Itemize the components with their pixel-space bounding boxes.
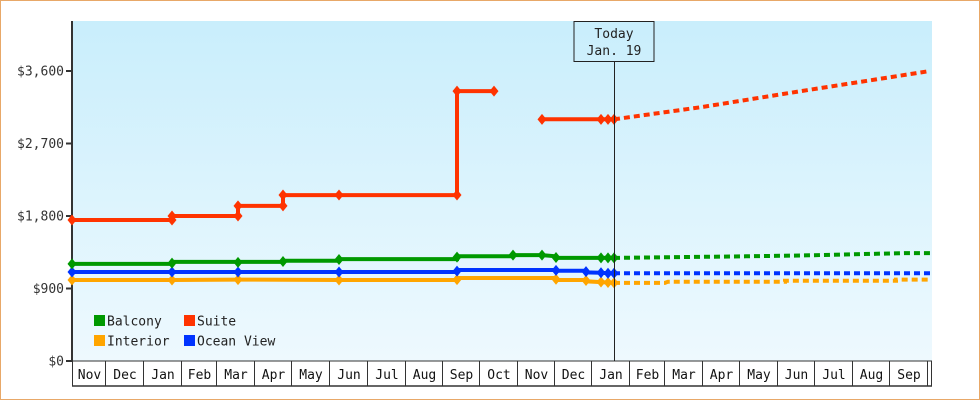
legend-swatch-suite [184, 315, 195, 326]
data-point-balcony[interactable] [537, 249, 547, 261]
x-tick-label-oct: Oct [487, 368, 510, 383]
y-tick-label: $1,800 [17, 210, 64, 225]
data-point-balcony[interactable] [167, 257, 177, 269]
data-point-balcony[interactable] [67, 258, 77, 270]
data-point-interior[interactable] [551, 273, 561, 285]
x-tick-label-sep: Sep [897, 368, 921, 383]
data-point-interior[interactable] [452, 274, 462, 286]
data-point-suite[interactable] [233, 210, 243, 222]
x-tick-label-jan: Jan [599, 368, 622, 383]
data-point-interior[interactable] [581, 274, 591, 286]
x-axis: Nov Dec Jan Feb Mar Apr May Jun Jul Aug Sep Oct Nov D… [72, 360, 932, 387]
legend-item-balcony[interactable]: Balcony [94, 315, 162, 330]
data-point-ocean-view[interactable] [581, 266, 591, 278]
series-interior [67, 273, 930, 289]
x-tick-label-jun: Jun [337, 368, 360, 383]
legend-item-interior[interactable]: Interior [94, 335, 170, 350]
legend-label-interior: Interior [107, 335, 170, 350]
x-tick-label-apr: Apr [262, 368, 286, 383]
data-point-balcony[interactable] [596, 252, 606, 264]
plot-area [72, 21, 932, 361]
x-tick-label-apr: Apr [710, 368, 734, 383]
data-point-interior[interactable] [603, 276, 613, 288]
data-point-balcony[interactable] [334, 254, 344, 265]
data-point-balcony[interactable] [603, 252, 613, 264]
data-point-interior[interactable] [233, 274, 243, 286]
data-point-suite[interactable] [278, 189, 288, 201]
data-point-ocean-view[interactable] [596, 267, 606, 279]
data-point-ocean-view[interactable] [452, 265, 462, 277]
y-axis: $0 $900 $1,800 $2,700 $3,600 [17, 21, 73, 370]
data-point-ocean-view[interactable] [603, 267, 613, 279]
x-tick-label-may: May [299, 368, 323, 383]
x-tick-label-jul: Jul [375, 368, 398, 383]
x-tick-label-nov: Nov [78, 368, 102, 383]
legend-swatch-balcony [94, 315, 105, 326]
x-tick-label-jan: Jan [151, 368, 174, 383]
data-point-balcony[interactable] [508, 249, 518, 261]
data-point-ocean-view[interactable] [67, 266, 77, 278]
legend: Balcony Suite Interior Ocean View [94, 315, 275, 350]
forecast-line-interior [614, 277, 930, 285]
y-tick-label: $0 [48, 355, 64, 370]
x-tick-label-nov: Nov [525, 368, 549, 383]
data-point-suite[interactable] [537, 113, 547, 125]
legend-swatch-ocean-view [184, 335, 195, 346]
data-point-suite[interactable] [489, 85, 499, 97]
x-tick-label-mar: Mar [672, 368, 696, 383]
data-point-suite[interactable] [278, 200, 288, 212]
today-box [573, 21, 655, 62]
x-tick-label-jun: Jun [785, 368, 808, 383]
data-point-suite[interactable] [603, 113, 613, 125]
data-point-ocean-view[interactable] [233, 266, 243, 278]
data-point-interior[interactable] [67, 274, 77, 286]
y-tick-label: $2,700 [17, 137, 64, 152]
data-point-suite[interactable] [233, 200, 243, 212]
today-label: Today [594, 27, 633, 42]
x-tick-label-feb: Feb [636, 368, 660, 383]
x-tick-label-aug: Aug [860, 368, 883, 383]
legend-item-suite[interactable]: Suite [184, 315, 236, 330]
forecast-line-suite [613, 69, 931, 122]
x-tick-label-jul: Jul [822, 368, 845, 383]
x-tick-label-may: May [747, 368, 771, 383]
data-point-suite[interactable] [452, 85, 462, 97]
series-suite [67, 69, 931, 226]
x-tick-label-aug: Aug [413, 368, 436, 383]
series-lines [67, 69, 931, 289]
x-tick-label-dec: Dec [113, 368, 136, 383]
data-point-suite[interactable] [167, 210, 177, 222]
data-point-suite[interactable] [596, 113, 606, 125]
legend-item-ocean-view[interactable]: Ocean View [184, 335, 275, 350]
data-point-balcony[interactable] [233, 256, 243, 268]
data-point-suite[interactable] [452, 189, 462, 201]
x-tick-label-dec: Dec [562, 368, 585, 383]
data-point-balcony[interactable] [278, 256, 288, 268]
x-tick-label-sep: Sep [450, 368, 474, 383]
data-point-ocean-view[interactable] [167, 266, 177, 278]
x-tick-label-mar: Mar [224, 368, 248, 383]
today-marker: Today Jan. 19 [573, 21, 655, 361]
legend-label-suite: Suite [197, 315, 236, 330]
today-date-label: Jan. 19 [587, 44, 642, 59]
data-point-suite[interactable] [67, 214, 77, 226]
legend-label-balcony: Balcony [107, 315, 162, 330]
data-point-interior[interactable] [596, 276, 606, 288]
x-tick-label-feb: Feb [188, 368, 212, 383]
series-ocean-view [67, 264, 930, 279]
data-point-interior[interactable] [334, 274, 344, 286]
y-tick-label: $900 [33, 282, 64, 297]
data-point-suite[interactable] [334, 189, 344, 201]
data-point-balcony[interactable] [452, 251, 462, 263]
data-point-balcony[interactable] [551, 251, 561, 263]
legend-label-ocean-view: Ocean View [197, 335, 275, 350]
y-tick-label: $3,600 [17, 65, 64, 80]
data-point-ocean-view[interactable] [334, 266, 344, 278]
data-point-interior[interactable] [167, 274, 177, 286]
legend-swatch-interior [94, 335, 105, 346]
data-point-ocean-view[interactable] [551, 264, 561, 276]
